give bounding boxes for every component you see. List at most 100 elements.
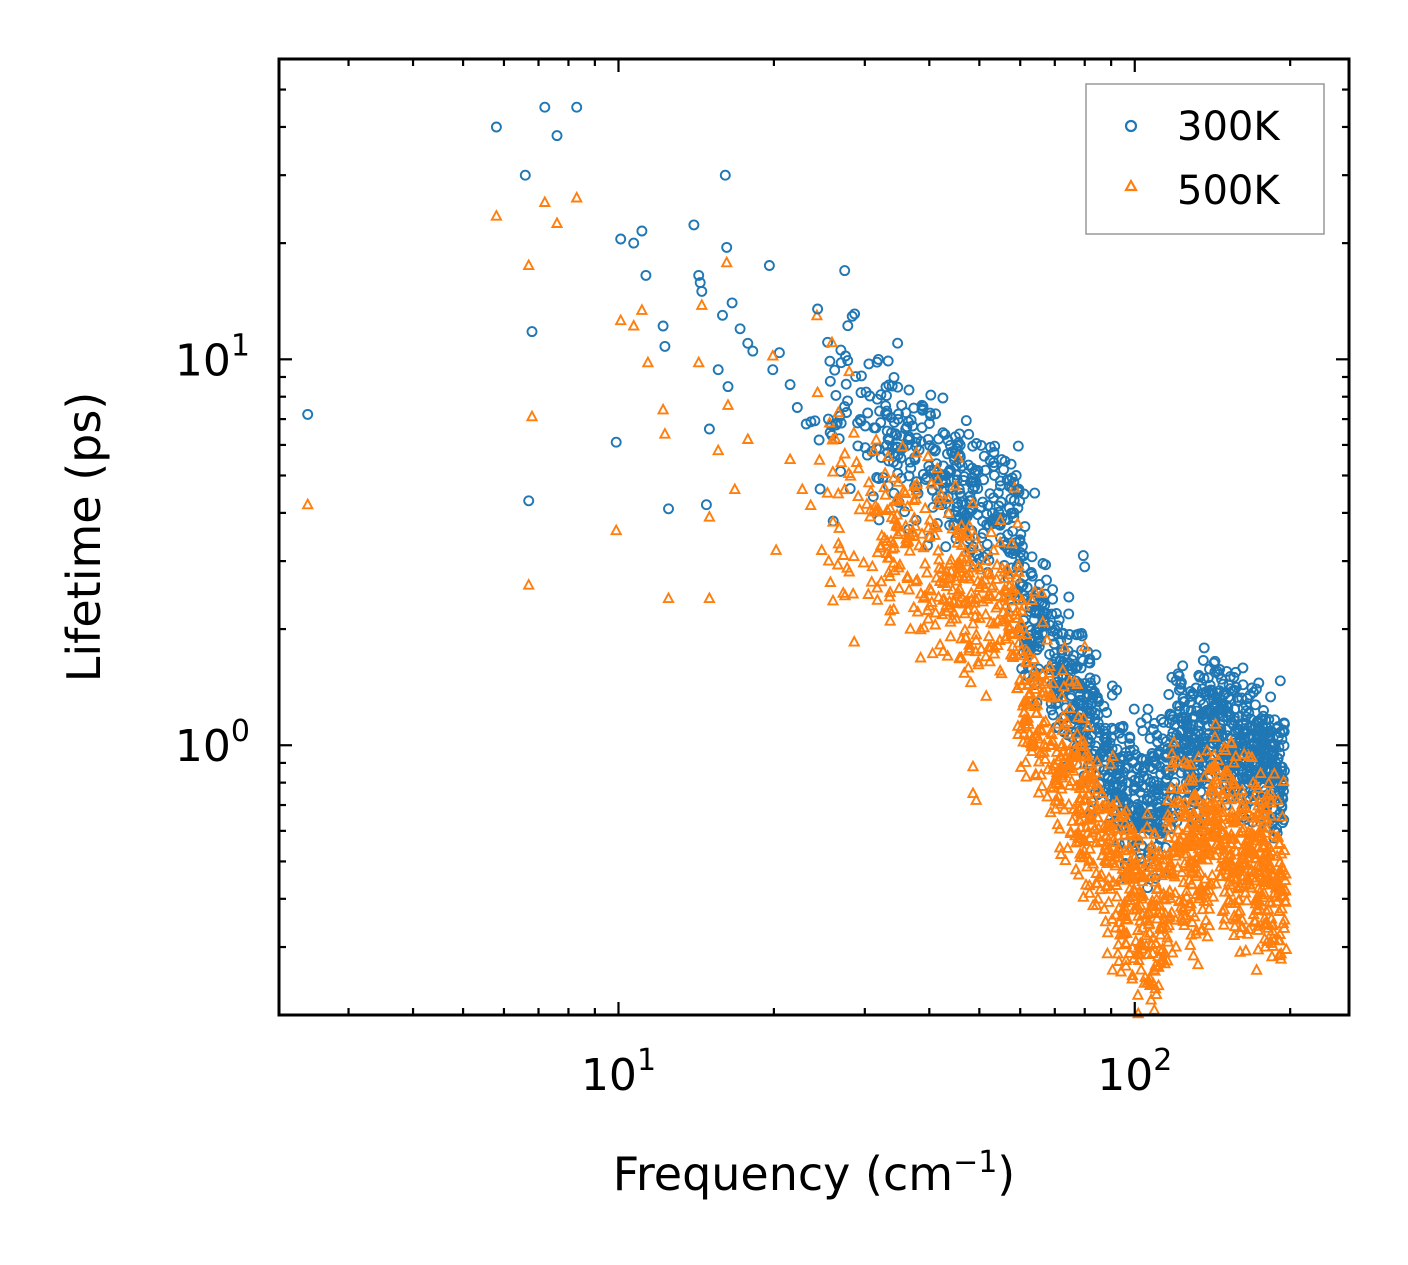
dense-point-500k bbox=[1272, 904, 1286, 916]
dense-point-500k bbox=[832, 405, 845, 418]
data-point-500k bbox=[783, 452, 797, 465]
dense-point-300k bbox=[1033, 632, 1044, 644]
dense-point-500k bbox=[1077, 711, 1090, 723]
data-point-300k bbox=[742, 337, 754, 349]
dense-point-500k bbox=[1178, 846, 1191, 859]
dense-point-500k bbox=[908, 510, 921, 523]
dense-point-500k bbox=[1248, 828, 1261, 841]
dense-point-500k bbox=[853, 502, 866, 515]
dense-point-300k bbox=[988, 492, 999, 504]
dense-point-500k bbox=[1257, 917, 1271, 930]
dense-point-300k bbox=[1063, 608, 1075, 620]
dense-point-500k bbox=[887, 556, 900, 568]
data-point-500k bbox=[1165, 746, 1179, 759]
dense-point-500k bbox=[1277, 916, 1290, 929]
dense-point-500k bbox=[1061, 841, 1074, 853]
data-point-300k bbox=[950, 460, 962, 472]
dense-point-500k bbox=[1199, 821, 1212, 833]
dense-point-500k bbox=[1173, 833, 1186, 846]
data-point-500k bbox=[811, 385, 824, 398]
dense-point-300k bbox=[928, 464, 940, 476]
dense-point-500k bbox=[1258, 910, 1271, 923]
dense-point-500k bbox=[1258, 860, 1271, 873]
dense-point-500k bbox=[932, 543, 945, 556]
dense-point-300k bbox=[1055, 662, 1067, 674]
dense-point-500k bbox=[1119, 959, 1133, 971]
dense-point-500k bbox=[1232, 905, 1245, 918]
data-point-300k bbox=[1166, 671, 1178, 683]
data-point-300k bbox=[900, 423, 912, 435]
dense-point-500k bbox=[1211, 800, 1224, 813]
dense-point-500k bbox=[942, 492, 955, 505]
dense-point-500k bbox=[936, 607, 949, 620]
dense-point-500k bbox=[1094, 834, 1107, 846]
dense-point-500k bbox=[884, 614, 897, 626]
dense-point-300k bbox=[1012, 440, 1024, 452]
dense-point-500k bbox=[862, 587, 875, 599]
dense-point-500k bbox=[1035, 586, 1048, 598]
dense-point-500k bbox=[1099, 828, 1113, 841]
dense-point-500k bbox=[1218, 911, 1232, 924]
dense-point-500k bbox=[1180, 884, 1193, 897]
dense-point-300k bbox=[1014, 495, 1026, 507]
dense-point-500k bbox=[1237, 868, 1251, 881]
dense-point-500k bbox=[959, 594, 973, 607]
data-point-500k bbox=[610, 523, 623, 536]
dense-point-500k bbox=[1206, 776, 1220, 788]
dense-point-500k bbox=[974, 562, 987, 575]
data-point-500k bbox=[692, 355, 705, 368]
dense-point-500k bbox=[1069, 828, 1082, 841]
dense-point-500k bbox=[1020, 655, 1034, 668]
dense-point-300k bbox=[1047, 593, 1059, 605]
dense-point-300k bbox=[814, 483, 826, 495]
dense-point-300k bbox=[1209, 666, 1221, 678]
dense-point-500k bbox=[947, 595, 961, 608]
dense-point-300k bbox=[1093, 753, 1105, 764]
data-point-500k bbox=[899, 518, 912, 531]
dense-point-500k bbox=[1006, 649, 1020, 662]
dense-point-500k bbox=[1041, 789, 1054, 802]
dense-point-500k bbox=[1251, 919, 1265, 931]
dense-point-300k bbox=[1278, 785, 1289, 797]
dense-point-500k bbox=[966, 496, 979, 509]
dense-point-300k bbox=[1227, 685, 1239, 697]
dense-point-500k bbox=[901, 569, 914, 582]
dense-point-300k bbox=[930, 408, 942, 420]
dense-point-500k bbox=[945, 553, 958, 565]
dense-point-300k bbox=[1124, 738, 1136, 750]
y-tick-label: 101 bbox=[175, 328, 250, 386]
dense-point-500k bbox=[897, 484, 911, 496]
dense-point-500k bbox=[1162, 830, 1175, 842]
dense-point-500k bbox=[1126, 940, 1139, 953]
dense-point-500k bbox=[1078, 843, 1091, 856]
dense-point-500k bbox=[867, 443, 880, 456]
dense-point-500k bbox=[965, 586, 978, 598]
dense-point-300k bbox=[1014, 534, 1026, 546]
data-point-300k bbox=[636, 225, 648, 237]
dense-point-500k bbox=[1121, 912, 1135, 925]
dense-point-500k bbox=[1080, 792, 1093, 804]
dense-point-500k bbox=[1035, 767, 1048, 780]
dense-point-500k bbox=[918, 556, 932, 569]
dense-point-500k bbox=[848, 634, 861, 647]
dense-point-500k bbox=[1070, 804, 1083, 817]
dense-point-500k bbox=[953, 651, 966, 663]
dense-point-500k bbox=[1129, 934, 1142, 946]
dense-point-500k bbox=[1177, 914, 1190, 926]
dense-point-500k bbox=[909, 492, 923, 504]
dense-point-300k bbox=[978, 450, 990, 462]
dense-point-300k bbox=[1117, 720, 1129, 732]
legend-marker-500k bbox=[1124, 178, 1138, 192]
dense-point-500k bbox=[1187, 948, 1200, 961]
dense-point-500k bbox=[1036, 615, 1049, 627]
dense-point-300k bbox=[1132, 798, 1144, 810]
dense-point-500k bbox=[1161, 930, 1174, 943]
dense-point-500k bbox=[1262, 776, 1275, 788]
dense-point-500k bbox=[932, 497, 945, 510]
dense-point-500k bbox=[1149, 981, 1162, 994]
dense-point-300k bbox=[1069, 663, 1081, 674]
dense-point-500k bbox=[1257, 872, 1271, 884]
dense-point-300k bbox=[998, 464, 1010, 476]
dense-point-500k bbox=[1106, 749, 1119, 762]
dense-point-500k bbox=[1218, 885, 1231, 897]
